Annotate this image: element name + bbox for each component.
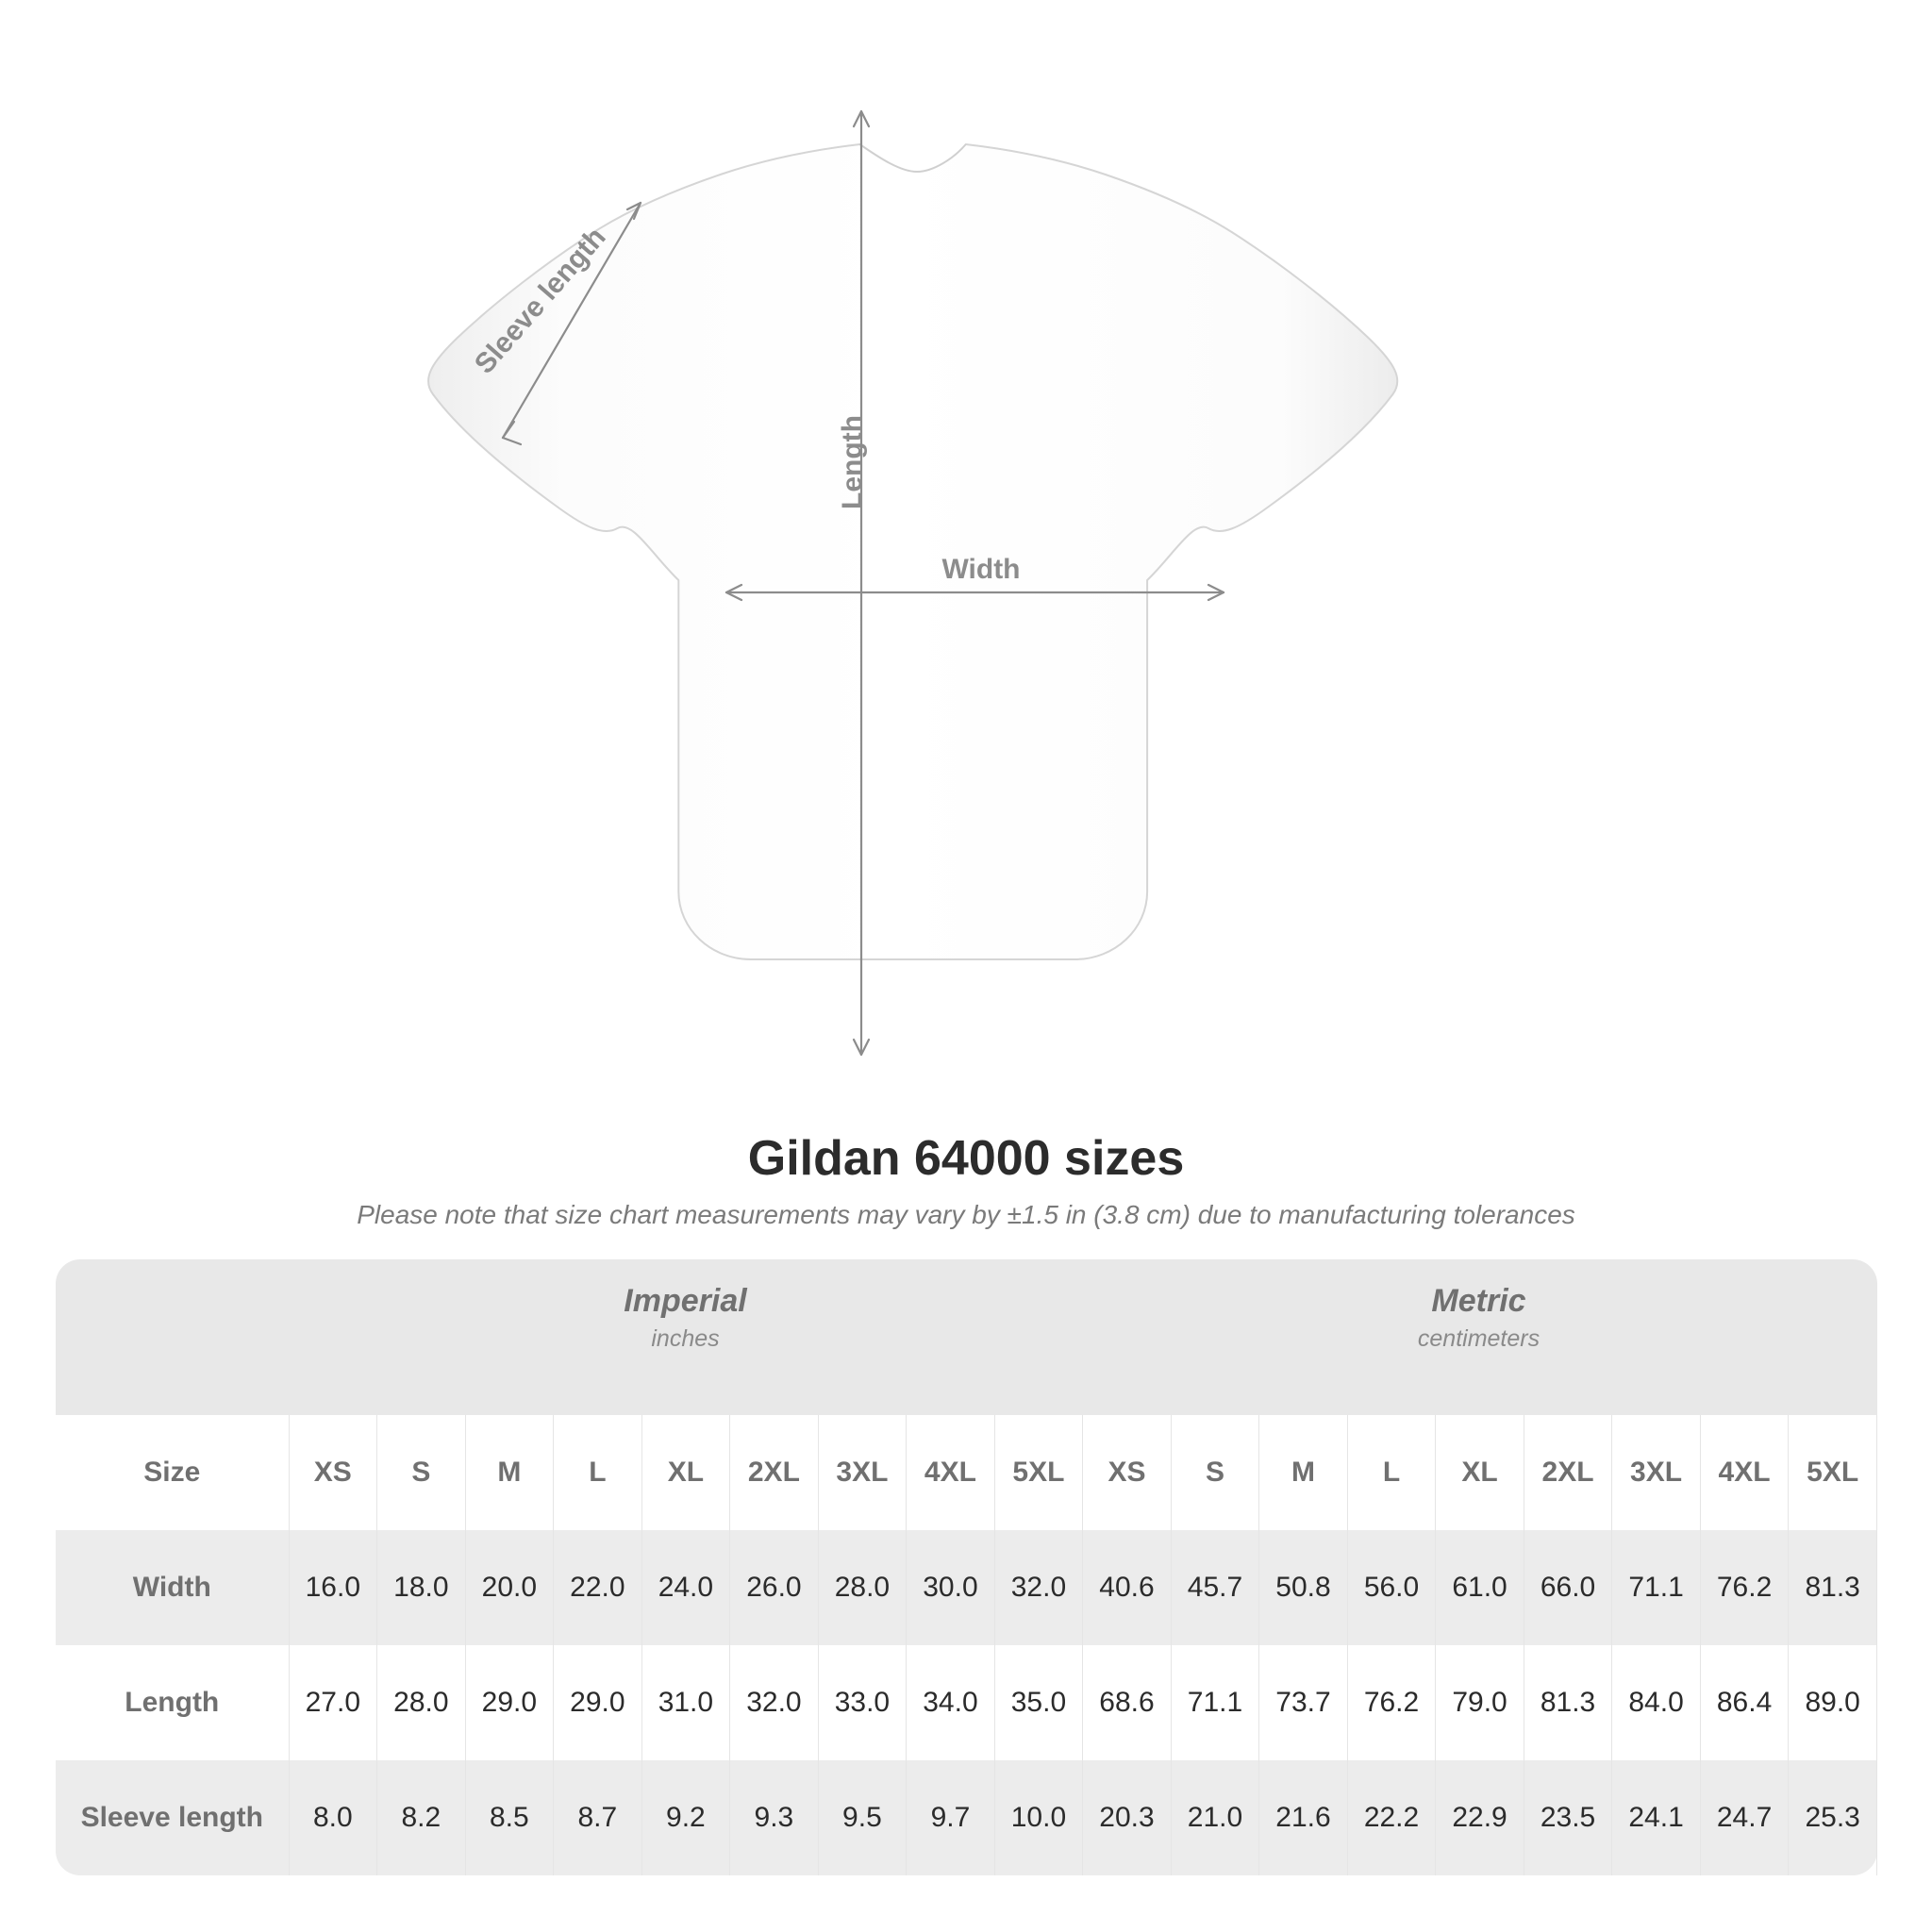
svg-text:Width: Width [941,554,1020,585]
svg-text:Length: Length [837,415,868,509]
